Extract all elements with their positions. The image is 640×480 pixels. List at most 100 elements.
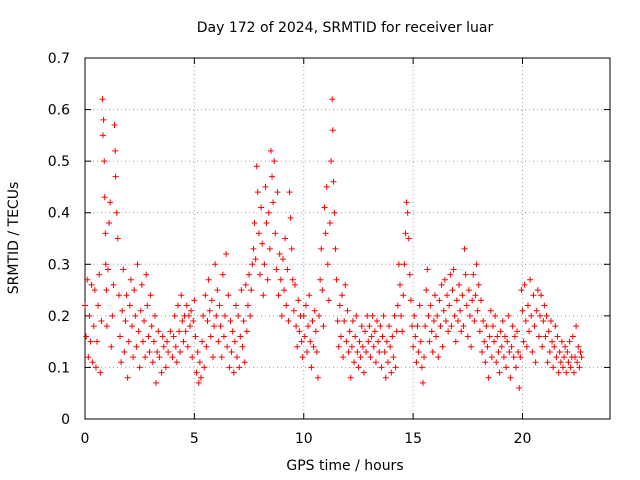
data-point: [500, 354, 507, 361]
data-point: [229, 328, 236, 335]
data-point: [389, 333, 396, 340]
data-point: [145, 333, 152, 340]
data-point: [487, 307, 494, 314]
data-point: [427, 302, 434, 309]
data-point: [115, 292, 122, 299]
data-point: [255, 230, 262, 237]
data-point: [496, 369, 503, 376]
data-point: [294, 343, 301, 350]
data-point: [514, 328, 521, 335]
data-point: [129, 323, 136, 330]
data-point: [333, 276, 340, 283]
data-point: [415, 348, 422, 355]
data-point: [310, 343, 317, 350]
data-point: [474, 307, 481, 314]
data-point: [267, 147, 274, 154]
plot-frame: [84, 57, 611, 420]
data-point: [207, 333, 214, 340]
data-point: [185, 312, 192, 319]
data-point: [439, 343, 446, 350]
data-point: [424, 266, 431, 273]
data-point: [277, 276, 284, 283]
data-point: [270, 199, 277, 206]
data-point: [542, 333, 549, 340]
data-point: [281, 287, 288, 294]
data-point: [395, 261, 402, 268]
data-point: [390, 354, 397, 361]
data-point: [135, 328, 142, 335]
data-point: [577, 348, 584, 355]
data-point: [386, 323, 393, 330]
data-point: [532, 359, 539, 366]
data-point: [422, 323, 429, 330]
data-point: [413, 359, 420, 366]
data-point: [279, 256, 286, 263]
data-point: [92, 364, 99, 371]
data-point: [383, 338, 390, 345]
data-point: [86, 312, 93, 319]
data-point: [84, 276, 91, 283]
data-point: [313, 348, 320, 355]
data-point: [138, 281, 145, 288]
data-point: [120, 266, 127, 273]
data-point: [545, 328, 552, 335]
data-point: [518, 287, 525, 294]
data-point: [131, 287, 138, 294]
data-point: [114, 235, 121, 242]
data-point: [236, 364, 243, 371]
data-point: [184, 343, 191, 350]
data-point: [273, 266, 280, 273]
data-point: [522, 318, 529, 325]
data-point: [150, 338, 157, 345]
data-point: [225, 292, 232, 299]
data-point: [448, 323, 455, 330]
data-point: [148, 323, 155, 330]
data-point: [531, 323, 538, 330]
data-point: [357, 354, 364, 361]
data-point: [352, 333, 359, 340]
data-point: [87, 338, 94, 345]
data-point: [486, 333, 493, 340]
data-point: [167, 328, 174, 335]
data-point: [485, 374, 492, 381]
data-point: [214, 287, 221, 294]
data-point: [450, 266, 457, 273]
data-point: [94, 338, 101, 345]
data-point: [265, 209, 272, 216]
y-axis-label: SRMTID / TECUs: [6, 182, 22, 295]
data-point: [444, 292, 451, 299]
data-point: [202, 292, 209, 299]
data-point: [370, 343, 377, 350]
data-point: [160, 343, 167, 350]
data-point: [563, 369, 570, 376]
data-point: [347, 374, 354, 381]
data-point: [342, 281, 349, 288]
data-point: [457, 307, 464, 314]
data-point: [199, 338, 206, 345]
data-point: [230, 369, 237, 376]
data-point: [127, 276, 134, 283]
data-point: [558, 338, 565, 345]
data-point: [553, 354, 560, 361]
data-point: [520, 338, 527, 345]
data-point: [414, 323, 421, 330]
data-point: [459, 292, 466, 299]
data-point: [461, 245, 468, 252]
data-point: [287, 214, 294, 221]
data-point: [200, 312, 207, 319]
data-point: [109, 312, 116, 319]
data-point: [445, 328, 452, 335]
data-point: [477, 297, 484, 304]
data-point: [103, 287, 110, 294]
data-point: [197, 374, 204, 381]
data-point: [502, 333, 508, 340]
data-point: [216, 302, 223, 309]
data-point: [463, 302, 470, 309]
data-point: [104, 266, 111, 273]
data-point: [121, 348, 128, 355]
data-point: [332, 245, 339, 252]
data-point: [133, 343, 140, 350]
data-point: [220, 333, 227, 340]
data-point: [282, 235, 289, 242]
grid-lines: [85, 58, 610, 419]
